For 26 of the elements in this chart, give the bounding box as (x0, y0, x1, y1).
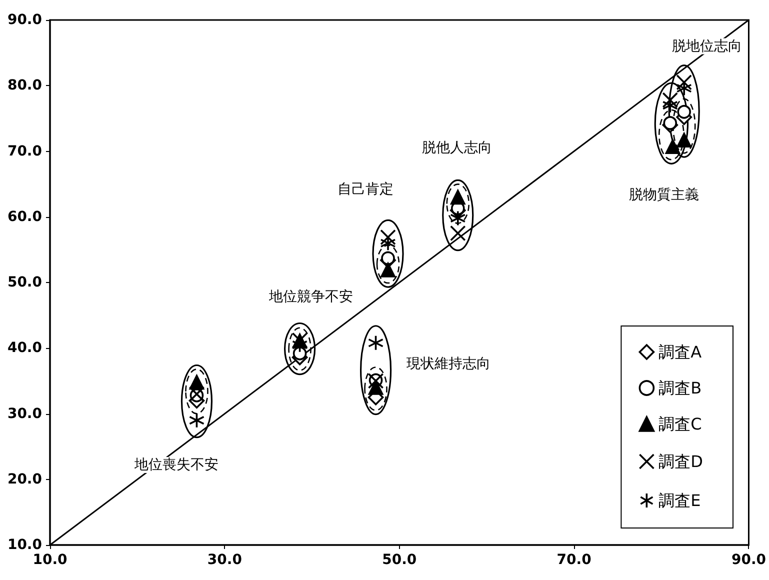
annotation: 自己肯定 (337, 181, 394, 198)
annotation: 脱地位志向 (672, 38, 742, 54)
legend-label: 調査C (658, 414, 702, 434)
x-tick-label: 30.0 (207, 552, 242, 568)
y-tick-label: 10.0 (7, 537, 42, 553)
y-tick-label: 60.0 (7, 208, 42, 225)
legend-label: 調査D (658, 452, 704, 471)
x-tick-label: 70.0 (556, 552, 592, 568)
x-tick-label: 10.0 (32, 552, 68, 568)
y-tick-label: 70.0 (7, 143, 42, 160)
y-tick-label: 20.0 (7, 471, 42, 488)
legend-label: 調査E (658, 491, 701, 510)
y-tick-label: 50.0 (7, 274, 42, 290)
annotation: 地位喪失不安 (134, 456, 219, 473)
annotation: 地位競争不安 (268, 288, 354, 305)
annotation: 現状維持志向 (406, 356, 490, 372)
y-tick-label: 80.0 (7, 78, 42, 94)
annotation: 脱物質主義 (629, 187, 700, 204)
y-tick-label: 30.0 (7, 406, 42, 422)
legend-label: 調査A (658, 342, 702, 362)
legend-label: 調査B (658, 378, 702, 398)
x-tick-label: 50.0 (382, 552, 417, 568)
x-tick-label: 90.0 (731, 552, 766, 568)
annotation: 脱他人志向 (422, 140, 492, 156)
y-tick-label: 40.0 (7, 340, 42, 356)
y-tick-label: 90.0 (7, 12, 42, 28)
